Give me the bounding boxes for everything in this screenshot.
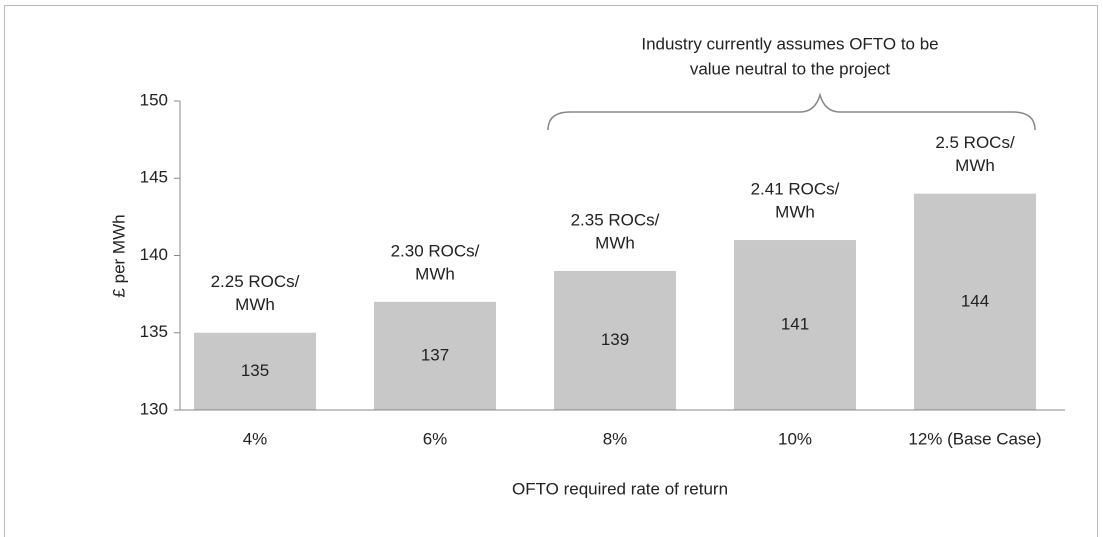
- bar-note: 2.41 ROCs/: [751, 180, 840, 199]
- bar-note: MWh: [415, 264, 455, 283]
- y-tick-label: 140: [140, 245, 168, 264]
- y-tick-label: 150: [140, 90, 168, 109]
- value-label: 144: [961, 291, 989, 310]
- bar-note: MWh: [775, 203, 815, 222]
- y-tick-label: 145: [140, 168, 168, 187]
- brace: [547, 92, 1036, 131]
- value-label: 141: [781, 315, 809, 334]
- value-label: 137: [421, 345, 449, 364]
- bar-note: 2.5 ROCs/: [935, 133, 1015, 152]
- x-tick-label: 6%: [423, 429, 448, 448]
- bar-note: MWh: [595, 233, 635, 252]
- bar: [554, 270, 676, 410]
- bar-note: MWh: [235, 295, 275, 314]
- annotation: Industry currently assumes OFTO to be: [641, 34, 938, 53]
- x-tick-label: 10%: [778, 429, 812, 448]
- y-tick-label: 130: [140, 399, 168, 418]
- x-tick-label: 4%: [243, 429, 268, 448]
- x-tick-label: 12% (Base Case): [908, 429, 1041, 448]
- bar: [374, 301, 496, 410]
- bar-note: 2.30 ROCs/: [391, 241, 480, 260]
- y-axis-label: £ per MWh: [109, 214, 128, 297]
- annotation: value neutral to the project: [690, 59, 891, 78]
- value-label: 135: [241, 361, 269, 380]
- value-label: 139: [601, 330, 629, 349]
- bar: [734, 240, 856, 410]
- frame: [4, 5, 1098, 537]
- y-tick-label: 135: [140, 322, 168, 341]
- x-axis-label: OFTO required rate of return: [512, 479, 728, 498]
- bar-note: 2.25 ROCs/: [211, 272, 300, 291]
- bar: [194, 332, 316, 410]
- bar-note: 2.35 ROCs/: [571, 210, 660, 229]
- x-tick-label: 8%: [603, 429, 628, 448]
- bar-note: MWh: [955, 156, 995, 175]
- bar: [914, 193, 1036, 410]
